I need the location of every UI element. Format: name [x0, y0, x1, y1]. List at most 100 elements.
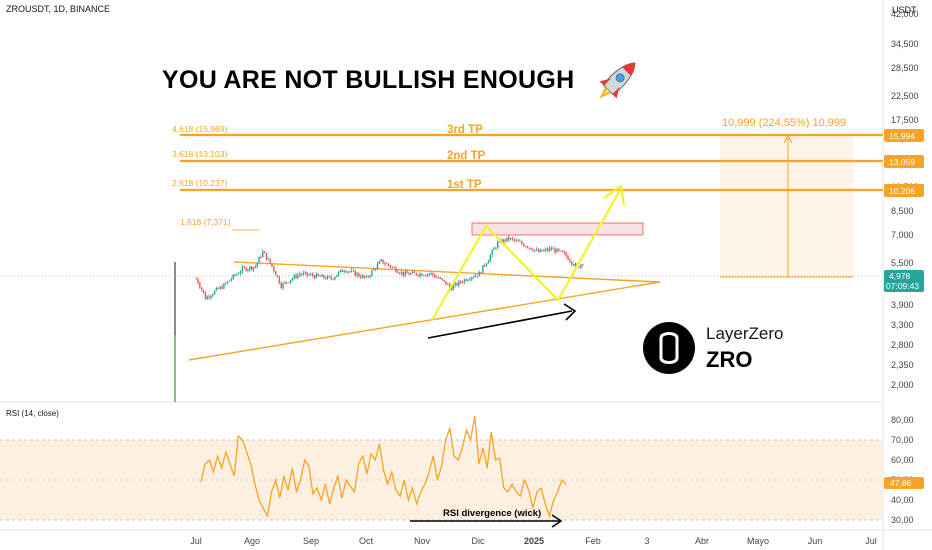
candle — [349, 270, 351, 274]
time-tick-label: Feb — [585, 536, 601, 546]
resistance-zone[interactable] — [471, 222, 644, 236]
candle — [221, 284, 223, 290]
candle — [504, 238, 506, 244]
candle — [528, 247, 530, 250]
price-axis: 42,00034,50028,50022,50017,50015,50012,5… — [891, 9, 919, 390]
candle — [398, 272, 401, 275]
candle — [559, 250, 562, 252]
candle — [484, 263, 486, 268]
target-projection-box — [720, 134, 853, 277]
candle — [524, 245, 527, 247]
rsi-band — [0, 440, 883, 520]
candle — [328, 275, 331, 278]
candle — [443, 279, 445, 282]
price-tick-label: 2,800 — [891, 340, 914, 350]
candle — [539, 248, 541, 253]
candle — [572, 263, 575, 267]
candle — [263, 250, 266, 254]
candle — [487, 259, 490, 264]
candle — [345, 269, 347, 273]
candle — [552, 246, 554, 250]
candle — [367, 275, 369, 279]
candle — [234, 273, 236, 278]
rsi-tick-label: 30,00 — [891, 515, 914, 525]
time-tick-label: Sep — [303, 536, 319, 546]
candle — [535, 247, 538, 251]
fib-label: 3,618 (13,103) — [172, 149, 227, 159]
candle — [341, 268, 343, 272]
candle — [432, 272, 434, 277]
candle — [219, 285, 221, 290]
candle — [238, 271, 240, 275]
candle — [384, 261, 386, 266]
triangle-pattern[interactable] — [188, 261, 661, 361]
candle — [206, 295, 208, 300]
candle — [217, 287, 220, 290]
candle — [408, 271, 410, 275]
candle — [212, 293, 214, 298]
time-tick-label: Mayo — [747, 536, 769, 546]
candle — [273, 265, 275, 274]
candle — [497, 240, 499, 250]
fib-level-2nd-tp[interactable]: 3,618 (13,103) 2nd TP — [172, 149, 883, 163]
layerzero-logo-icon — [643, 322, 695, 374]
fib-level-1st-tp[interactable]: 2,618 (10,237) 1st TP — [172, 178, 883, 192]
candle — [548, 246, 551, 253]
candle — [201, 286, 203, 292]
support-arrow[interactable] — [427, 303, 577, 339]
candle — [474, 273, 477, 278]
candle — [532, 248, 534, 252]
candle — [411, 270, 414, 274]
candle — [578, 266, 580, 269]
price-badge-15994: 15,994 — [884, 129, 924, 142]
candle — [508, 235, 510, 242]
candle — [582, 263, 584, 267]
candle — [471, 276, 473, 282]
fib-label: 1,618 (7,371) — [180, 217, 231, 227]
candle — [404, 269, 406, 278]
candle — [249, 265, 251, 272]
target-label: 10,999 (224,55%) 10.999 — [722, 117, 846, 129]
candle — [275, 270, 277, 276]
price-tick-label: 34,500 — [891, 39, 919, 49]
candle — [489, 253, 491, 263]
time-tick-label: 3 — [644, 536, 649, 546]
headline: YOU ARE NOT BULLISH ENOUGH — [162, 66, 574, 94]
rsi-divergence-arrow[interactable] — [410, 514, 563, 528]
candle — [482, 264, 484, 273]
candle — [458, 279, 460, 288]
candle — [361, 273, 364, 279]
candle — [363, 275, 366, 280]
fib-label: 4,618 (15,969) — [172, 124, 227, 134]
rsi-tick-label: 40,00 — [891, 495, 914, 505]
candle — [493, 246, 495, 250]
symbol-title: ZROUSDT, 1D, BINANCE — [6, 4, 110, 14]
candle — [554, 247, 556, 255]
candle — [284, 280, 286, 284]
candle — [300, 272, 303, 277]
candle — [417, 274, 419, 278]
fib-level-3rd-tp[interactable]: 4,618 (15,969) 3rd TP — [172, 124, 883, 137]
yellow-projection[interactable] — [431, 184, 626, 321]
fib-level-1618[interactable]: 1,618 (7,371) — [180, 217, 260, 231]
time-tick-label: Jul — [190, 536, 202, 546]
candle — [550, 246, 553, 252]
candle — [567, 254, 569, 261]
candle — [213, 290, 216, 295]
candle — [382, 259, 384, 265]
candle — [423, 275, 425, 277]
candle — [369, 274, 371, 279]
candle — [402, 271, 405, 278]
price-badge-10206: 10,206 — [884, 184, 924, 197]
candle — [563, 250, 565, 255]
candle — [262, 249, 264, 258]
candle — [302, 270, 305, 276]
candle — [519, 238, 521, 243]
price-tick-label: 42,000 — [891, 9, 919, 19]
current-price-badge: 4,978 07:09:43 — [884, 270, 924, 292]
svg-text:10,206: 10,206 — [889, 186, 915, 196]
tp-label-1st: 1st TP — [447, 179, 482, 191]
candle — [387, 263, 390, 267]
candle — [228, 280, 231, 282]
